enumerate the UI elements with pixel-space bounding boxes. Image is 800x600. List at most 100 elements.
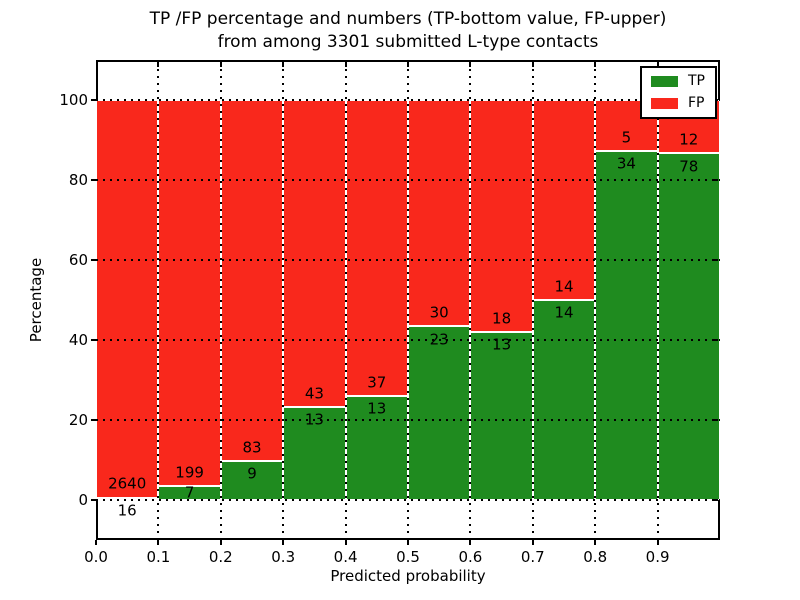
x-tick-bottom bbox=[282, 540, 285, 545]
x-tick-top bbox=[219, 62, 222, 67]
x-tick-label: 0.0 bbox=[84, 548, 108, 566]
x-tick-bottom bbox=[344, 540, 347, 545]
bar-segment-fp bbox=[470, 100, 533, 333]
x-tick-label: 0.6 bbox=[458, 548, 483, 566]
bar-segment-fp bbox=[96, 100, 159, 498]
y-tick-left bbox=[91, 419, 96, 421]
bar-count-label-tp: 13 bbox=[367, 399, 387, 418]
bar-count-label-tp: 7 bbox=[184, 483, 195, 502]
bar-count-label-fp: 199 bbox=[175, 463, 204, 482]
bar-segment-tp bbox=[657, 153, 720, 500]
x-tick-label: 0.3 bbox=[271, 548, 296, 566]
x-tick-top bbox=[594, 62, 597, 67]
gridline-vertical bbox=[157, 60, 160, 540]
y-tick-left bbox=[91, 99, 96, 101]
bar-segment-tp bbox=[408, 326, 471, 500]
x-tick-label: 0.4 bbox=[333, 548, 358, 566]
legend-label-tp: TP bbox=[688, 73, 705, 89]
y-tick-label: 80 bbox=[68, 171, 88, 189]
y-tick-label: 100 bbox=[59, 91, 88, 109]
bar-count-label-fp: 14 bbox=[554, 277, 574, 296]
x-tick-top bbox=[469, 62, 472, 67]
y-tick-label: 0 bbox=[78, 491, 88, 509]
y-tick-label: 20 bbox=[68, 411, 88, 429]
y-tick-right bbox=[713, 339, 718, 341]
y-tick-right bbox=[713, 419, 718, 421]
legend-label-fp: FP bbox=[688, 95, 705, 111]
gridline-vertical bbox=[469, 60, 472, 540]
y-tick-left bbox=[91, 339, 96, 341]
bar-count-label-tp: 23 bbox=[429, 330, 449, 349]
y-tick-right bbox=[713, 499, 718, 501]
bar-count-label-fp: 5 bbox=[621, 128, 632, 147]
bar-count-label-fp: 30 bbox=[429, 303, 449, 322]
x-tick-top bbox=[656, 62, 659, 67]
bar-count-label-fp: 83 bbox=[242, 438, 262, 457]
gridline-vertical bbox=[656, 60, 659, 540]
x-tick-top bbox=[157, 62, 160, 67]
bar-segment-tp bbox=[470, 332, 533, 500]
x-tick-label: 0.5 bbox=[396, 548, 420, 566]
legend-swatch-fp bbox=[651, 98, 678, 109]
x-tick-label: 0.2 bbox=[208, 548, 233, 566]
x-tick-label: 0.9 bbox=[645, 548, 670, 566]
x-tick-bottom bbox=[531, 540, 534, 545]
y-axis-label: Percentage bbox=[27, 257, 45, 343]
gridline-vertical bbox=[407, 60, 409, 540]
y-tick-left bbox=[91, 179, 96, 181]
bar-segment-fp bbox=[345, 100, 408, 396]
bar-count-label-tp: 9 bbox=[247, 464, 257, 483]
gridline-vertical bbox=[282, 60, 285, 540]
x-tick-top bbox=[282, 62, 285, 67]
bar-segment-fp bbox=[158, 100, 221, 487]
bar-count-label-fp: 18 bbox=[492, 309, 512, 328]
y-tick-label: 60 bbox=[68, 251, 88, 269]
y-tick-label: 40 bbox=[68, 331, 88, 349]
x-tick-label: 0.1 bbox=[146, 548, 171, 566]
x-tick-label: 0.8 bbox=[583, 548, 608, 566]
y-tick-right bbox=[713, 179, 718, 181]
bar-segment-fp bbox=[408, 100, 471, 327]
bar-segment-fp bbox=[532, 100, 596, 300]
bar-segment-tp bbox=[595, 151, 658, 500]
gridline-vertical bbox=[344, 60, 347, 540]
x-tick-bottom bbox=[594, 540, 597, 545]
gridline-vertical bbox=[594, 60, 597, 540]
legend: TP FP bbox=[640, 66, 717, 119]
bar-count-label-tp: 78 bbox=[679, 157, 699, 176]
bar-count-label-tp: 16 bbox=[117, 501, 137, 520]
y-tick-left bbox=[91, 499, 96, 501]
x-tick-bottom bbox=[219, 540, 222, 545]
bar-count-label-tp: 13 bbox=[304, 410, 324, 429]
x-tick-top bbox=[344, 62, 347, 67]
bar-count-label-fp: 37 bbox=[367, 373, 387, 392]
x-tick-bottom bbox=[469, 540, 472, 545]
bar-segment-tp bbox=[532, 300, 596, 500]
y-tick-left bbox=[91, 259, 96, 261]
bar-count-label-tp: 13 bbox=[492, 335, 512, 354]
chart-title: TP /FP percentage and numbers (TP-bottom… bbox=[96, 8, 720, 54]
bar-count-label-fp: 2640 bbox=[108, 474, 147, 493]
legend-entry-tp: TP bbox=[651, 74, 705, 89]
bar-count-label-tp: 14 bbox=[554, 303, 574, 322]
x-tick-bottom bbox=[656, 540, 659, 545]
bar-count-label-fp: 12 bbox=[679, 130, 699, 149]
x-tick-label: 0.7 bbox=[520, 548, 545, 566]
bar-count-label-tp: 34 bbox=[616, 154, 636, 173]
gridline-vertical bbox=[531, 60, 534, 540]
chart-title-line2: from among 3301 submitted L-type contact… bbox=[217, 32, 599, 52]
bar-count-label-fp: 43 bbox=[304, 384, 324, 403]
chart-title-line1: TP /FP percentage and numbers (TP-bottom… bbox=[149, 9, 667, 29]
legend-entry-fp: FP bbox=[651, 96, 705, 111]
x-tick-bottom bbox=[407, 540, 409, 545]
bar-segment-fp bbox=[220, 100, 284, 461]
legend-swatch-tp bbox=[651, 76, 678, 87]
x-tick-bottom bbox=[95, 540, 97, 545]
x-tick-bottom bbox=[157, 540, 160, 545]
y-tick-right bbox=[713, 259, 718, 261]
x-tick-top bbox=[531, 62, 534, 67]
x-tick-top bbox=[407, 62, 409, 67]
gridline-vertical bbox=[219, 60, 222, 540]
bar-segment-fp bbox=[283, 100, 346, 408]
